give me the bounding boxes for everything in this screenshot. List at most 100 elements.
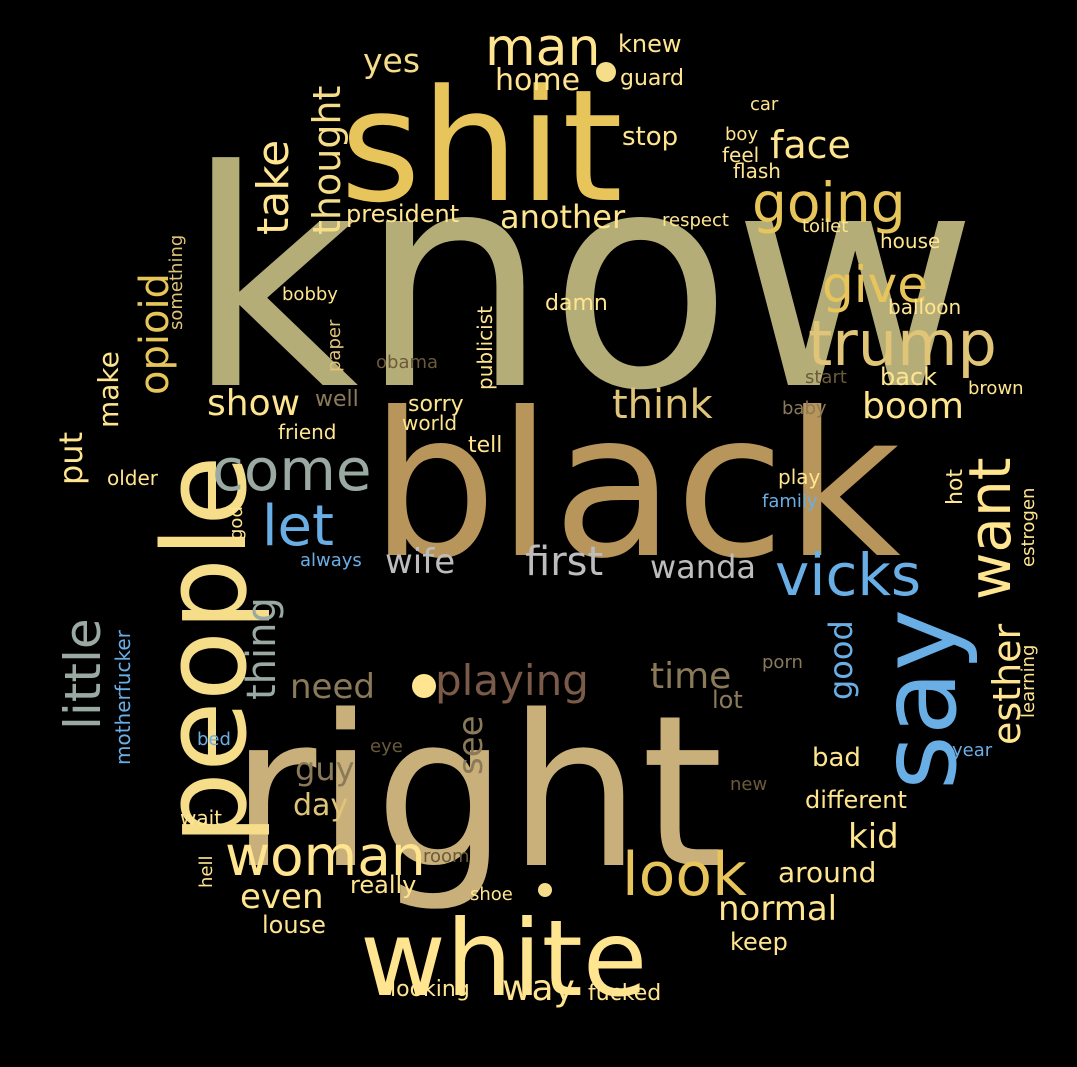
word-learning: learning <box>1018 645 1039 718</box>
word-fucked: fucked <box>588 981 661 1006</box>
word-hot: hot <box>943 469 968 505</box>
word-take: take <box>248 140 299 235</box>
word-need: need <box>290 667 375 707</box>
word-sorry: sorry <box>408 392 464 417</box>
word-know: know <box>185 107 978 456</box>
word-something: something <box>166 235 187 330</box>
word-president: president <box>346 200 459 228</box>
word-vicks: vicks <box>775 541 921 609</box>
dot-mark <box>596 62 616 82</box>
word-even: even <box>240 877 324 917</box>
word-hell: hell <box>196 856 217 888</box>
word-face: face <box>770 123 851 167</box>
word-wanda: wanda <box>650 548 756 586</box>
word-put: put <box>52 432 90 485</box>
word-people: people <box>139 455 273 845</box>
word-always: always <box>300 550 362 571</box>
dot-mark <box>538 883 552 897</box>
word-give: give <box>822 256 928 314</box>
word-good: good <box>822 620 860 700</box>
word-first: first <box>525 539 603 585</box>
word-around: around <box>778 856 876 889</box>
word-stop: stop <box>622 122 678 152</box>
word-feel: feel <box>722 143 759 167</box>
word-let: let <box>262 494 334 559</box>
word-want: want <box>956 458 1024 600</box>
word-start: start <box>805 367 847 388</box>
word-trump: trump <box>808 307 997 380</box>
word-god: god <box>226 506 247 540</box>
word-thought: thought <box>305 86 349 235</box>
word-paper: paper <box>324 319 345 372</box>
word-guard: guard <box>620 66 684 91</box>
word-house: house <box>880 229 940 253</box>
word-tell: tell <box>468 433 502 458</box>
word-think: think <box>612 382 714 428</box>
word-back: back <box>880 363 937 391</box>
word-yes: yes <box>363 41 420 80</box>
word-white: white <box>360 898 647 1020</box>
word-another: another <box>500 198 626 236</box>
word-new: new <box>730 774 767 795</box>
word-car: car <box>750 94 779 115</box>
word-really: really <box>350 871 416 899</box>
word-obama: obama <box>376 352 438 373</box>
word-opioid: opioid <box>132 273 178 395</box>
word-boom: boom <box>862 386 964 427</box>
word-keep: keep <box>730 928 788 956</box>
word-look: look <box>622 840 747 910</box>
word-baby: baby <box>782 398 827 419</box>
word-motherfucker: motherfucker <box>111 629 135 765</box>
word-balloon: balloon <box>888 295 961 319</box>
word-say: say <box>858 609 980 790</box>
word-little: little <box>54 618 112 730</box>
word-esther: esther <box>985 623 1029 745</box>
word-show: show <box>207 383 300 424</box>
word-different: different <box>805 786 907 814</box>
word-going: going <box>752 171 906 235</box>
word-see: see <box>451 715 491 775</box>
word-time: time <box>650 656 731 697</box>
word-way: way <box>502 968 575 1009</box>
word-room: room <box>423 846 470 867</box>
word-estrogen: estrogen <box>1018 488 1039 567</box>
word-bobby: bobby <box>282 284 338 305</box>
word-publicist: publicist <box>473 306 497 390</box>
word-guy: guy <box>295 750 355 788</box>
word-woman: woman <box>225 824 426 888</box>
word-family: family <box>762 491 818 512</box>
word-toilet: toilet <box>802 216 848 237</box>
word-normal: normal <box>718 889 837 929</box>
word-black: black <box>370 370 901 603</box>
word-home: home <box>495 63 580 98</box>
word-day: day <box>293 788 348 823</box>
word-man: man <box>485 18 600 78</box>
word-looking: looking <box>390 977 470 1002</box>
word-playing: playing <box>435 656 589 705</box>
word-louse: louse <box>262 911 326 939</box>
word-knew: knew <box>618 30 682 58</box>
word-respect: respect <box>662 210 729 231</box>
word-play: play <box>778 465 821 489</box>
word-right: right <box>230 670 723 915</box>
word-bad: bad <box>812 743 861 773</box>
word-thing: thing <box>239 597 285 700</box>
word-shoe: shoe <box>470 884 513 905</box>
word-come: come <box>212 436 372 504</box>
word-brown: brown <box>968 378 1024 399</box>
word-boy: boy <box>725 124 758 145</box>
word-eye: eye <box>370 736 403 757</box>
word-kid: kid <box>848 817 899 857</box>
word-porn: porn <box>762 652 803 673</box>
word-friend: friend <box>278 420 337 444</box>
word-wait: wait <box>180 806 222 830</box>
word-lot: lot <box>712 686 743 714</box>
word-world: world <box>402 411 457 435</box>
word-wife: wife <box>385 542 455 582</box>
word-bed: bed <box>197 729 231 750</box>
word-older: older <box>107 466 159 490</box>
word-flash: flash <box>733 159 781 183</box>
word-year: year <box>952 740 993 761</box>
word-shit: shit <box>340 56 623 237</box>
